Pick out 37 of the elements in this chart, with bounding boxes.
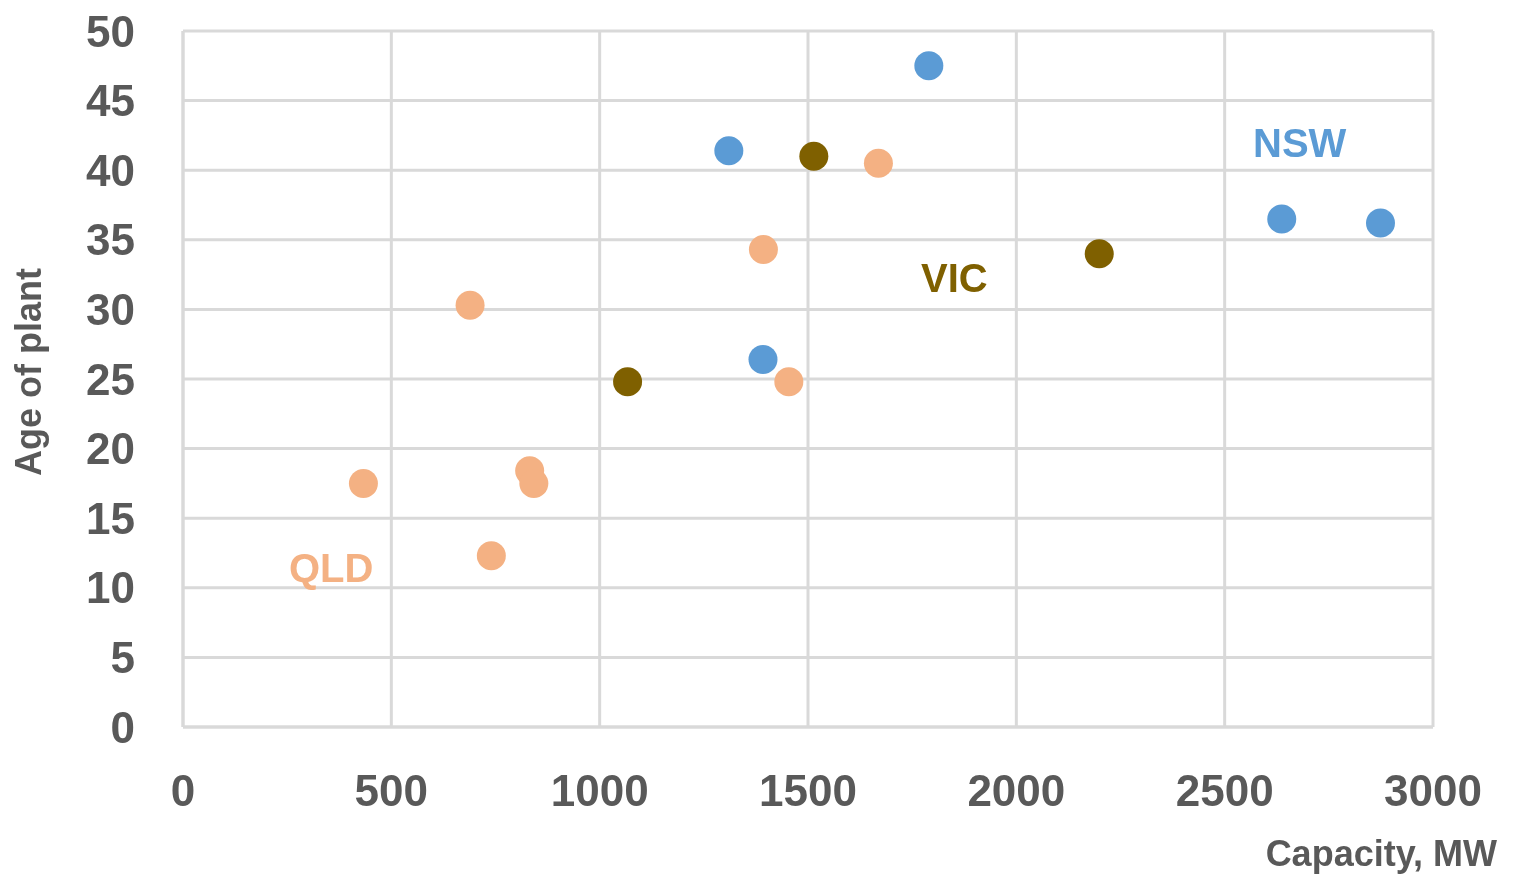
y-tick-label: 40 xyxy=(86,145,135,195)
y-tick-label: 50 xyxy=(86,6,135,56)
y-tick-label: 35 xyxy=(86,215,135,265)
point xyxy=(714,136,744,166)
series-label: NSW xyxy=(1253,121,1347,165)
y-tick-label: 10 xyxy=(86,563,135,613)
point xyxy=(863,148,893,178)
y-tick-label: 25 xyxy=(86,354,135,404)
point xyxy=(1084,239,1114,269)
point xyxy=(774,367,804,397)
point xyxy=(455,290,485,320)
y-tick-label: 15 xyxy=(86,493,135,543)
y-tick-label: 0 xyxy=(110,702,135,752)
y-axis-title: Age of plant xyxy=(8,268,49,476)
y-tick-label: 20 xyxy=(86,424,135,474)
point xyxy=(799,141,829,171)
point xyxy=(1267,204,1297,234)
y-tick-label: 30 xyxy=(86,285,135,335)
series-label: QLD xyxy=(289,546,374,590)
text: VIC xyxy=(921,256,988,300)
x-tick-label: 1000 xyxy=(550,766,649,816)
y-tick-label: 5 xyxy=(110,633,135,683)
point xyxy=(748,235,778,265)
x-tick-label: 2500 xyxy=(1175,766,1274,816)
point xyxy=(748,345,778,375)
point xyxy=(613,367,643,397)
y-tick-label: 45 xyxy=(86,76,135,126)
point xyxy=(914,51,944,81)
x-tick-label: 2000 xyxy=(967,766,1066,816)
point xyxy=(1366,208,1395,238)
x-tick-label: 0 xyxy=(170,766,196,816)
x-tick-label: 3000 xyxy=(1384,766,1482,816)
x-tick-label: 1500 xyxy=(759,766,857,816)
x-tick-label: 500 xyxy=(354,766,429,816)
point xyxy=(476,541,506,571)
point xyxy=(348,468,378,498)
x-axis-title: Capacity, MW xyxy=(1265,833,1498,874)
